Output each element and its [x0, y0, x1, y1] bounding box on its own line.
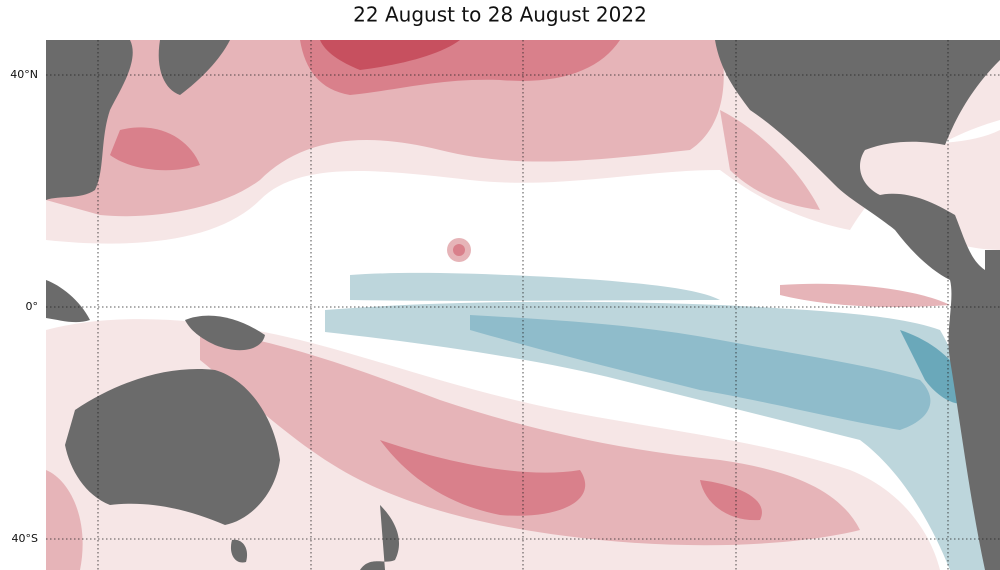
latitude-label: 0° [26, 300, 39, 313]
land [46, 40, 1000, 570]
latitude-label: 40°S [12, 532, 38, 545]
latitude-label: 40°N [10, 68, 38, 81]
map-title: 22 August to 28 August 2022 [353, 3, 647, 27]
graticule [46, 40, 1000, 570]
map-area [46, 40, 1000, 570]
